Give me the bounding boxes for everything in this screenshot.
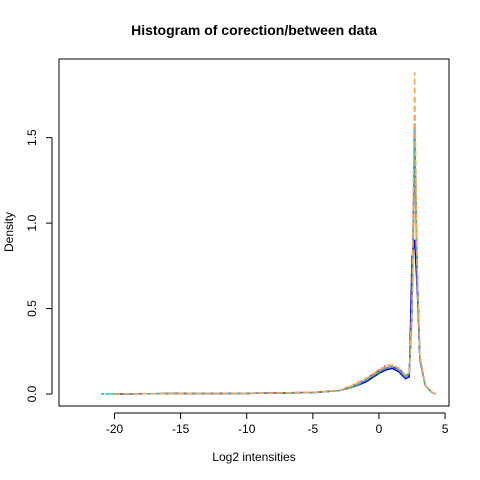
x-tick-label: -10 xyxy=(238,422,256,436)
density-curve-3 xyxy=(114,123,437,395)
density-curve-5 xyxy=(114,157,437,395)
x-tick-label: -15 xyxy=(172,422,190,436)
series-layer xyxy=(101,72,437,395)
x-axis: -20 -15 -10 -5 0 5 xyxy=(106,412,449,436)
density-curve-2 xyxy=(114,239,437,395)
y-tick-label: 1.5 xyxy=(25,129,39,146)
density-curve-6 xyxy=(101,145,437,395)
density-curve-4 xyxy=(114,150,437,395)
density-curve-7 xyxy=(114,140,437,395)
density-curve-11 xyxy=(114,72,437,395)
x-tick-label: 5 xyxy=(442,422,449,436)
chart-title: Histogram of corection/between data xyxy=(131,22,377,38)
y-tick-label: 1.0 xyxy=(25,214,39,231)
x-tick-label: -5 xyxy=(307,422,318,436)
density-curve-8 xyxy=(114,154,437,395)
x-tick-label: 0 xyxy=(376,422,383,436)
y-tick-label: 0.5 xyxy=(25,300,39,317)
y-axis: 0.0 0.5 1.0 1.5 xyxy=(25,129,53,402)
density-curve-9 xyxy=(114,162,437,395)
y-tick-label: 0.0 xyxy=(25,385,39,402)
plot-frame xyxy=(58,58,450,407)
density-curve-1 xyxy=(114,136,437,395)
x-tick-label: -20 xyxy=(106,422,124,436)
density-curve-10 xyxy=(101,128,437,395)
x-axis-label: Log2 intensities xyxy=(212,450,295,464)
y-axis-label: Density xyxy=(2,212,16,252)
